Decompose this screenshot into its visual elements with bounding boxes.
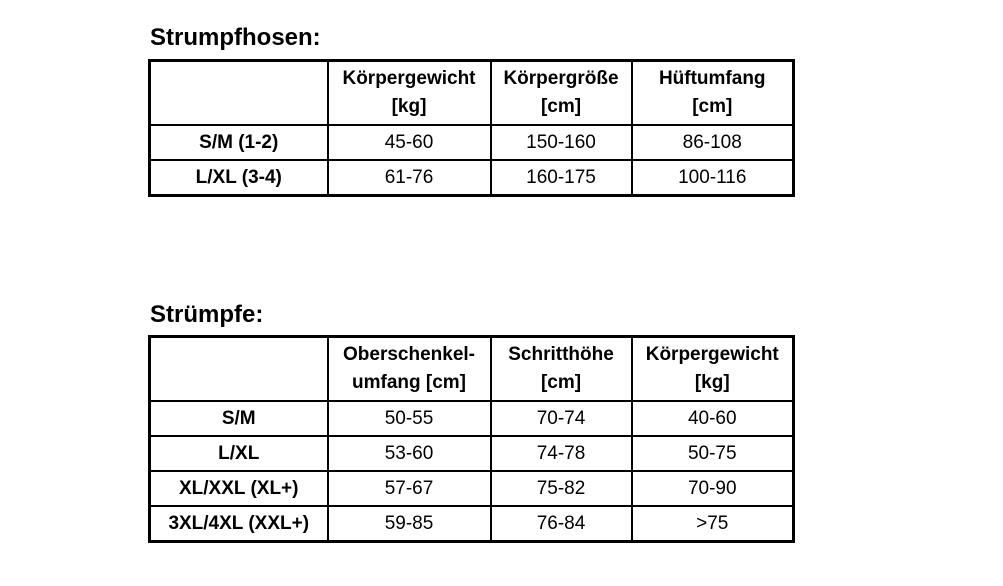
table-row: L/XL 53-60 74-78 50-75 <box>148 435 795 472</box>
cell-value: 74-78 <box>489 435 633 472</box>
row-label: L/XL <box>148 435 329 472</box>
cell-value: 50-55 <box>326 400 492 437</box>
struempfe-title: Strümpfe: <box>150 301 264 328</box>
column-header-koerpergroesse: Körpergröße [cm] <box>489 59 633 126</box>
column-header-empty <box>148 59 329 126</box>
cell-value: 59-85 <box>326 505 492 543</box>
table-row: L/XL (3-4) 61-76 160-175 100-116 <box>148 159 795 197</box>
cell-value: 150-160 <box>489 124 633 161</box>
row-label: XL/XXL (XL+) <box>148 470 329 507</box>
strumpfhosen-title: Strumpfhosen: <box>150 24 321 51</box>
table-row: S/M 50-55 70-74 40-60 <box>148 400 795 437</box>
row-label: 3XL/4XL (XXL+) <box>148 505 329 543</box>
cell-value: 61-76 <box>326 159 492 197</box>
cell-value: 76-84 <box>489 505 633 543</box>
cell-value: 57-67 <box>326 470 492 507</box>
header-row: Körpergewicht [kg] Körpergröße [cm] Hüft… <box>148 59 795 126</box>
cell-value: 100-116 <box>630 159 795 197</box>
cell-value: 70-74 <box>489 400 633 437</box>
cell-value: 86-108 <box>630 124 795 161</box>
cell-value: 160-175 <box>489 159 633 197</box>
content-area: Strumpfhosen: Körpergewicht [kg] Körperg… <box>148 24 795 543</box>
cell-value: >75 <box>630 505 795 543</box>
column-header-empty <box>148 335 329 402</box>
table-row: S/M (1-2) 45-60 150-160 86-108 <box>148 124 795 161</box>
column-header-hueftumfang: Hüftumfang [cm] <box>630 59 795 126</box>
column-header-schritthoehe: Schritthöhe [cm] <box>489 335 633 402</box>
row-label: L/XL (3-4) <box>148 159 329 197</box>
struempfe-table: Oberschenkel- umfang [cm] Schritthöhe [c… <box>148 335 795 543</box>
cell-value: 50-75 <box>630 435 795 472</box>
cell-value: 53-60 <box>326 435 492 472</box>
header-row: Oberschenkel- umfang [cm] Schritthöhe [c… <box>148 335 795 402</box>
column-header-koerpergewicht: Körpergewicht [kg] <box>630 335 795 402</box>
cell-value: 75-82 <box>489 470 633 507</box>
cell-value: 70-90 <box>630 470 795 507</box>
table-row: XL/XXL (XL+) 57-67 75-82 70-90 <box>148 470 795 507</box>
row-label: S/M <box>148 400 329 437</box>
row-label: S/M (1-2) <box>148 124 329 161</box>
column-header-oberschenkelumfang: Oberschenkel- umfang [cm] <box>326 335 492 402</box>
strumpfhosen-table: Körpergewicht [kg] Körpergröße [cm] Hüft… <box>148 59 795 197</box>
cell-value: 45-60 <box>326 124 492 161</box>
cell-value: 40-60 <box>630 400 795 437</box>
column-header-koerpergewicht: Körpergewicht [kg] <box>326 59 492 126</box>
table-row: 3XL/4XL (XXL+) 59-85 76-84 >75 <box>148 505 795 543</box>
